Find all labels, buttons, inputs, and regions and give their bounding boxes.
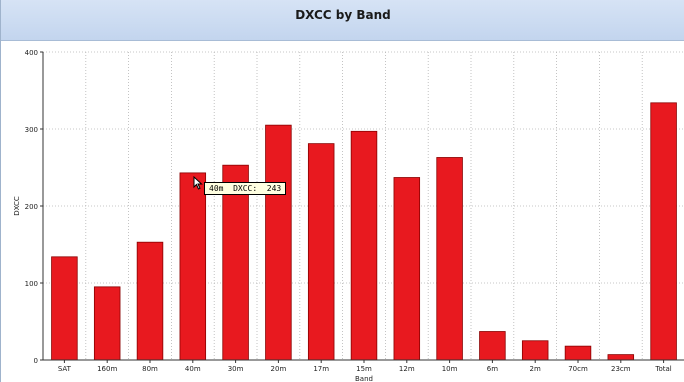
bar-160m: [93, 286, 121, 361]
title-bar: DXCC by Band: [1, 0, 684, 41]
bar-30m: [222, 164, 249, 361]
bar-17m: [307, 143, 335, 361]
bar-tooltip: 40m DXCC: 243: [204, 182, 287, 195]
pointer-arrow-icon: [193, 176, 203, 190]
x-tick-label: 70cm: [568, 365, 588, 373]
x-tick-label: 80m: [142, 365, 158, 373]
bar-total: [650, 102, 677, 361]
bar-80m: [136, 241, 164, 361]
bar-23cm: [607, 354, 635, 361]
x-tick-label: 23cm: [611, 365, 631, 373]
x-tick-label: 12m: [399, 365, 415, 373]
bar-sat: [51, 256, 78, 361]
x-tick-label: 160m: [97, 365, 117, 373]
bar-10m: [436, 157, 463, 361]
chart-title: DXCC by Band: [295, 8, 391, 22]
bar-15m: [350, 130, 378, 361]
x-tick-label: 20m: [271, 365, 287, 373]
y-tick-label: 100: [25, 280, 38, 288]
x-tick-label: Total: [654, 365, 671, 373]
bar-70cm: [564, 345, 592, 361]
x-tick-label: 40m: [185, 365, 201, 373]
x-tick-label: 6m: [487, 365, 498, 373]
x-axis-label: Band: [355, 375, 373, 382]
x-tick-label: 10m: [442, 365, 458, 373]
x-tick-label: 2m: [530, 365, 541, 373]
y-tick-label: 200: [25, 203, 38, 211]
x-tick-label: 17m: [313, 365, 329, 373]
x-tick-label: SAT: [58, 365, 72, 373]
y-tick-label: 400: [25, 49, 38, 57]
bar-2m: [521, 340, 549, 361]
bar-12m: [393, 177, 421, 361]
x-tick-label: 15m: [356, 365, 372, 373]
y-tick-label: 300: [25, 126, 38, 134]
y-tick-label: 0: [34, 357, 38, 365]
y-axis-label: DXCC: [13, 196, 21, 216]
bar-40m: [179, 172, 207, 361]
bar-6m: [479, 331, 506, 361]
x-tick-label: 30m: [228, 365, 244, 373]
bar-20m: [265, 124, 292, 361]
